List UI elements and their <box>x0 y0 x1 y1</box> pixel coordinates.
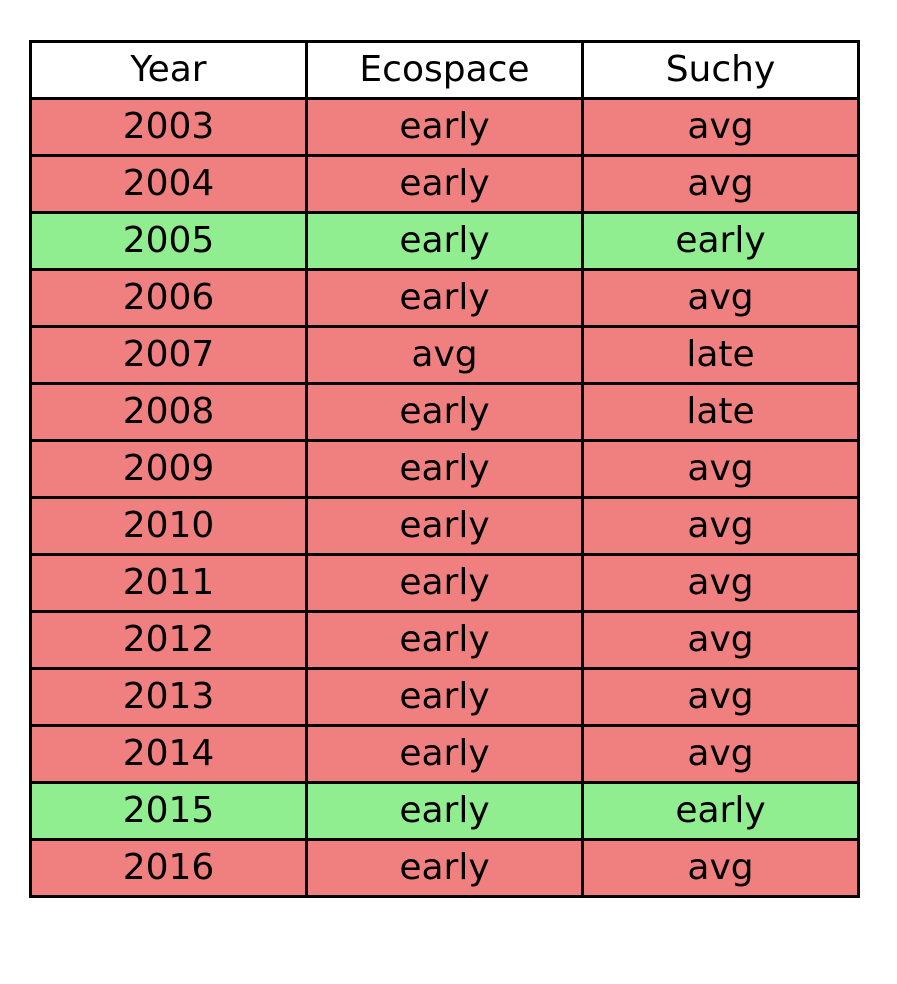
table-cell-suchy: avg <box>581 553 860 613</box>
table-cell-year: 2011 <box>29 553 308 613</box>
table-cell-suchy: early <box>581 211 860 271</box>
table-cell-year: 2006 <box>29 268 308 328</box>
table-row: 2012 early avg <box>29 610 860 670</box>
table-cell-ecospace: early <box>305 382 584 442</box>
table-cell-year: 2003 <box>29 97 308 157</box>
table-row: 2015 early early <box>29 781 860 841</box>
table-row: 2003 early avg <box>29 97 860 157</box>
table-cell-suchy: avg <box>581 667 860 727</box>
table-row: 2016 early avg <box>29 838 860 898</box>
table-cell-ecospace: early <box>305 439 584 499</box>
table-row: 2007 avg late <box>29 325 860 385</box>
table-cell-suchy: avg <box>581 724 860 784</box>
table-cell-year: 2013 <box>29 667 308 727</box>
table-cell-ecospace: early <box>305 154 584 214</box>
table-cell-year: 2004 <box>29 154 308 214</box>
table-cell-ecospace: avg <box>305 325 584 385</box>
table-body: 2003 early avg 2004 early avg 2005 early early 20… <box>29 97 860 898</box>
table-cell-year: 2008 <box>29 382 308 442</box>
header-cell-year: Year <box>29 40 308 100</box>
table-cell-year: 2014 <box>29 724 308 784</box>
table-cell-year: 2010 <box>29 496 308 556</box>
table-cell-suchy: late <box>581 382 860 442</box>
comparison-table: Year Ecospace Suchy 2003 early avg 2004 earl… <box>29 40 860 898</box>
table-cell-suchy: avg <box>581 610 860 670</box>
table-cell-suchy: late <box>581 325 860 385</box>
header-cell-suchy: Suchy <box>581 40 860 100</box>
header-cell-ecospace: Ecospace <box>305 40 584 100</box>
table-cell-year: 2007 <box>29 325 308 385</box>
table-row: 2013 early avg <box>29 667 860 727</box>
table-row: 2014 early avg <box>29 724 860 784</box>
table-cell-ecospace: early <box>305 553 584 613</box>
table-row: 2006 early avg <box>29 268 860 328</box>
table-cell-year: 2015 <box>29 781 308 841</box>
table-cell-suchy: avg <box>581 154 860 214</box>
table-cell-ecospace: early <box>305 496 584 556</box>
table-cell-ecospace: early <box>305 781 584 841</box>
table-cell-year: 2005 <box>29 211 308 271</box>
table-cell-ecospace: early <box>305 838 584 898</box>
table-row: 2005 early early <box>29 211 860 271</box>
table-cell-suchy: avg <box>581 838 860 898</box>
comparison-table-container: Year Ecospace Suchy 2003 early avg 2004 earl… <box>29 40 860 898</box>
table-cell-suchy: avg <box>581 268 860 328</box>
table-cell-ecospace: early <box>305 610 584 670</box>
table-cell-ecospace: early <box>305 97 584 157</box>
table-cell-year: 2012 <box>29 610 308 670</box>
table-row: 2008 early late <box>29 382 860 442</box>
table-row: 2010 early avg <box>29 496 860 556</box>
table-cell-suchy: early <box>581 781 860 841</box>
table-row: 2004 early avg <box>29 154 860 214</box>
table-row: 2009 early avg <box>29 439 860 499</box>
table-header: Year Ecospace Suchy <box>29 40 860 100</box>
table-cell-year: 2016 <box>29 838 308 898</box>
table-cell-year: 2009 <box>29 439 308 499</box>
table-cell-ecospace: early <box>305 724 584 784</box>
header-row: Year Ecospace Suchy <box>29 40 860 100</box>
table-cell-suchy: avg <box>581 97 860 157</box>
table-row: 2011 early avg <box>29 553 860 613</box>
table-cell-ecospace: early <box>305 211 584 271</box>
table-cell-suchy: avg <box>581 439 860 499</box>
table-cell-ecospace: early <box>305 268 584 328</box>
table-cell-ecospace: early <box>305 667 584 727</box>
table-cell-suchy: avg <box>581 496 860 556</box>
